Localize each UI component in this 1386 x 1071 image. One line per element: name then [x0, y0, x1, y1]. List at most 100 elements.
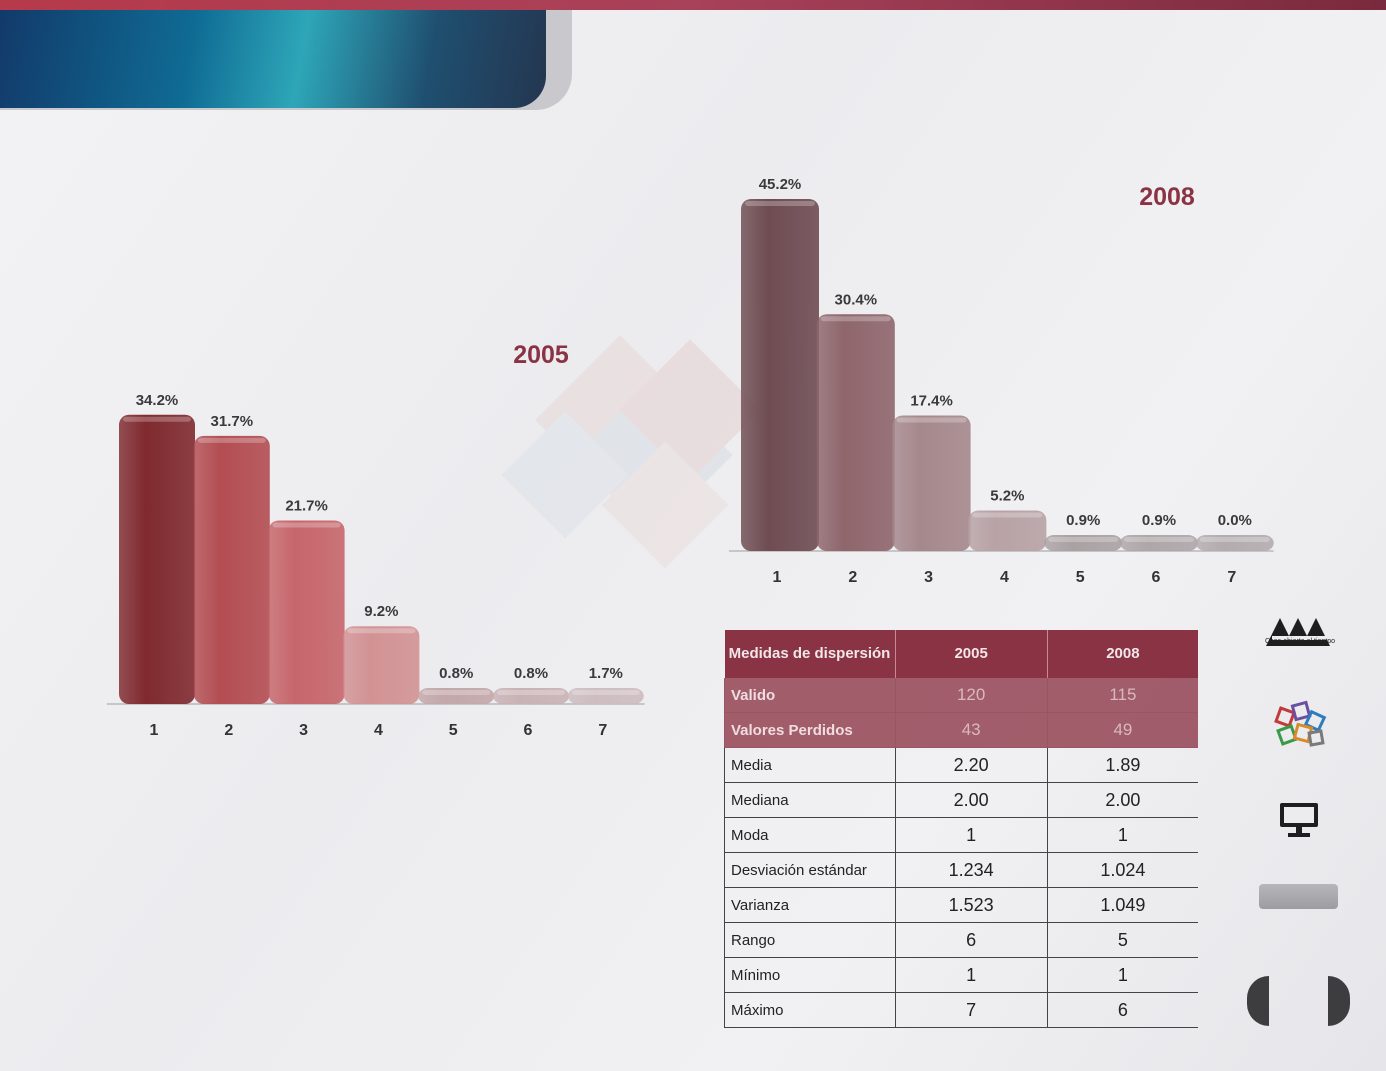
- cell-2005: 1: [895, 817, 1048, 853]
- cell-2008: 1.024: [1047, 852, 1198, 888]
- bar-3: [268, 520, 345, 704]
- bar-highlight: [820, 316, 891, 322]
- header-panel: [0, 10, 546, 108]
- top-accent-bar: [0, 0, 1386, 10]
- cell-2005: 1.523: [895, 887, 1048, 923]
- cell-2008: 5: [1047, 922, 1198, 958]
- category-label: 3: [924, 569, 933, 586]
- previous-slide-button[interactable]: [1247, 976, 1269, 1026]
- colored-squares-icon[interactable]: [1272, 696, 1328, 752]
- category-label: 7: [598, 722, 607, 739]
- value-label: 5.2%: [990, 488, 1024, 505]
- value-label: 45.2%: [759, 176, 802, 193]
- category-label: 6: [1152, 569, 1161, 586]
- header-2008: 2008: [1047, 630, 1198, 678]
- bar-highlight: [197, 437, 266, 443]
- cell-2005: 43: [895, 712, 1048, 748]
- bar-2: [816, 314, 895, 551]
- bar-highlight: [1199, 537, 1270, 542]
- row-label: Máximo: [724, 992, 896, 1028]
- next-slide-button[interactable]: [1328, 976, 1350, 1026]
- side-navigation: Casa abierta al tiempo: [1240, 600, 1360, 1040]
- cell-2008: 1.049: [1047, 887, 1198, 923]
- cell-2005: 120: [895, 678, 1048, 713]
- category-label: 5: [1076, 569, 1085, 586]
- cell-2008: 2.00: [1047, 782, 1198, 818]
- row-label: Mediana: [724, 782, 896, 818]
- cell-2005: 2.00: [895, 782, 1048, 818]
- category-label: 5: [449, 722, 458, 739]
- row-label: Valores Perdidos: [724, 712, 896, 748]
- table-row: Máximo 7 6: [724, 992, 1198, 1028]
- value-label: 31.7%: [211, 413, 254, 430]
- value-label: 0.0%: [1218, 512, 1252, 529]
- value-label: 0.9%: [1066, 512, 1100, 529]
- bar-highlight: [1124, 537, 1194, 542]
- bar-3: [892, 415, 971, 551]
- bar-7: [1195, 535, 1274, 551]
- cell-2005: 2.20: [895, 747, 1048, 783]
- category-label: 3: [299, 722, 308, 739]
- value-label: 17.4%: [910, 392, 953, 409]
- bar-highlight: [1048, 537, 1119, 542]
- uam-logo-icon[interactable]: [1258, 612, 1342, 652]
- row-label: Media: [724, 747, 896, 783]
- cell-2005: 1.234: [895, 852, 1048, 888]
- bar-highlight: [497, 690, 565, 695]
- cell-2005: 6: [895, 922, 1048, 958]
- bar-5: [418, 688, 495, 704]
- table-header-row: Medidas de dispersión 2005 2008: [724, 630, 1198, 678]
- bar-2: [193, 435, 270, 704]
- table-row: Mediana 2.00 2.00: [724, 782, 1198, 818]
- bar-7: [567, 688, 644, 704]
- value-label: 0.9%: [1142, 512, 1176, 529]
- table-row: Moda 1 1: [724, 817, 1198, 853]
- bar-6: [493, 688, 569, 704]
- bar-1: [119, 414, 195, 704]
- table-row: Desviación estándar 1.234 1.024: [724, 852, 1198, 888]
- header-measures: Medidas de dispersión: [724, 630, 896, 678]
- cell-2008: 1: [1047, 957, 1198, 993]
- menu-button[interactable]: [1259, 884, 1338, 909]
- row-label: Moda: [724, 817, 896, 853]
- chart-title: 2005: [513, 341, 569, 369]
- table-row: Mínimo 1 1: [724, 957, 1198, 993]
- category-label: 6: [524, 722, 533, 739]
- value-label: 0.8%: [439, 665, 473, 682]
- row-label: Rango: [724, 922, 896, 958]
- cell-2008: 1.89: [1047, 747, 1198, 783]
- table-row: Valores Perdidos 43 49: [724, 712, 1198, 748]
- bar-highlight: [272, 522, 341, 528]
- cell-2005: 1: [895, 957, 1048, 993]
- bar-highlight: [422, 690, 491, 695]
- cell-2008: 115: [1047, 678, 1198, 713]
- bar-6: [1120, 535, 1198, 551]
- bar-highlight: [123, 416, 191, 422]
- logo-caption: Casa abierta al tiempo: [1264, 638, 1336, 645]
- category-label: 7: [1227, 569, 1236, 586]
- category-label: 1: [150, 722, 159, 739]
- row-label: Desviación estándar: [724, 852, 896, 888]
- header-2005: 2005: [895, 630, 1048, 678]
- value-label: 21.7%: [285, 497, 328, 514]
- value-label: 34.2%: [136, 392, 179, 409]
- table-row: Media 2.20 1.89: [724, 747, 1198, 783]
- bar-highlight: [896, 417, 967, 423]
- category-label: 4: [374, 722, 383, 739]
- bar-1: [741, 199, 819, 551]
- value-label: 1.7%: [589, 665, 623, 682]
- category-label: 4: [1000, 569, 1009, 586]
- monitor-icon[interactable]: [1277, 800, 1321, 840]
- category-label: 2: [848, 569, 857, 586]
- bar-4: [343, 626, 420, 704]
- table-row: Valido 120 115: [724, 678, 1198, 713]
- cell-2005: 7: [895, 992, 1048, 1028]
- row-label: Mínimo: [724, 957, 896, 993]
- bar-highlight: [571, 690, 640, 695]
- bar-4: [968, 510, 1047, 551]
- value-label: 30.4%: [835, 291, 878, 308]
- bar-highlight: [745, 201, 815, 206]
